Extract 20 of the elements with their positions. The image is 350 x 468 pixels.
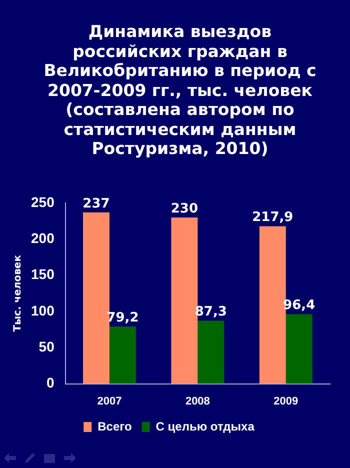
x-tick-label: 2009 [274, 395, 298, 408]
legend-label: Всего [98, 419, 132, 434]
bar [286, 314, 312, 384]
y-tick-label: 0 [46, 374, 55, 391]
x-tick-label: 2008 [185, 395, 210, 408]
x-tick-label: 2007 [97, 395, 122, 408]
chart-title: Динамика выездов российских граждан в Великобританию в период с 2007-2009 гг., тыс. человек (составлена автором по статистическим данным Ростуризма, 2010) [42, 22, 318, 158]
data-label: 230 [170, 201, 198, 216]
bar [83, 212, 110, 384]
y-axis-title: Тыс. человек [12, 254, 24, 332]
y-tick-label: 200 [31, 230, 55, 246]
bar [109, 326, 136, 384]
data-label: 237 [82, 196, 110, 212]
legend-label: С целью отдыха [156, 419, 255, 434]
y-tick-label: 100 [31, 302, 55, 318]
y-tick-label: 50 [38, 338, 55, 354]
y-tick-label: 250 [31, 194, 55, 210]
bar [198, 320, 224, 384]
data-label: 217,9 [252, 210, 294, 226]
y-tick-label: 150 [31, 266, 55, 282]
